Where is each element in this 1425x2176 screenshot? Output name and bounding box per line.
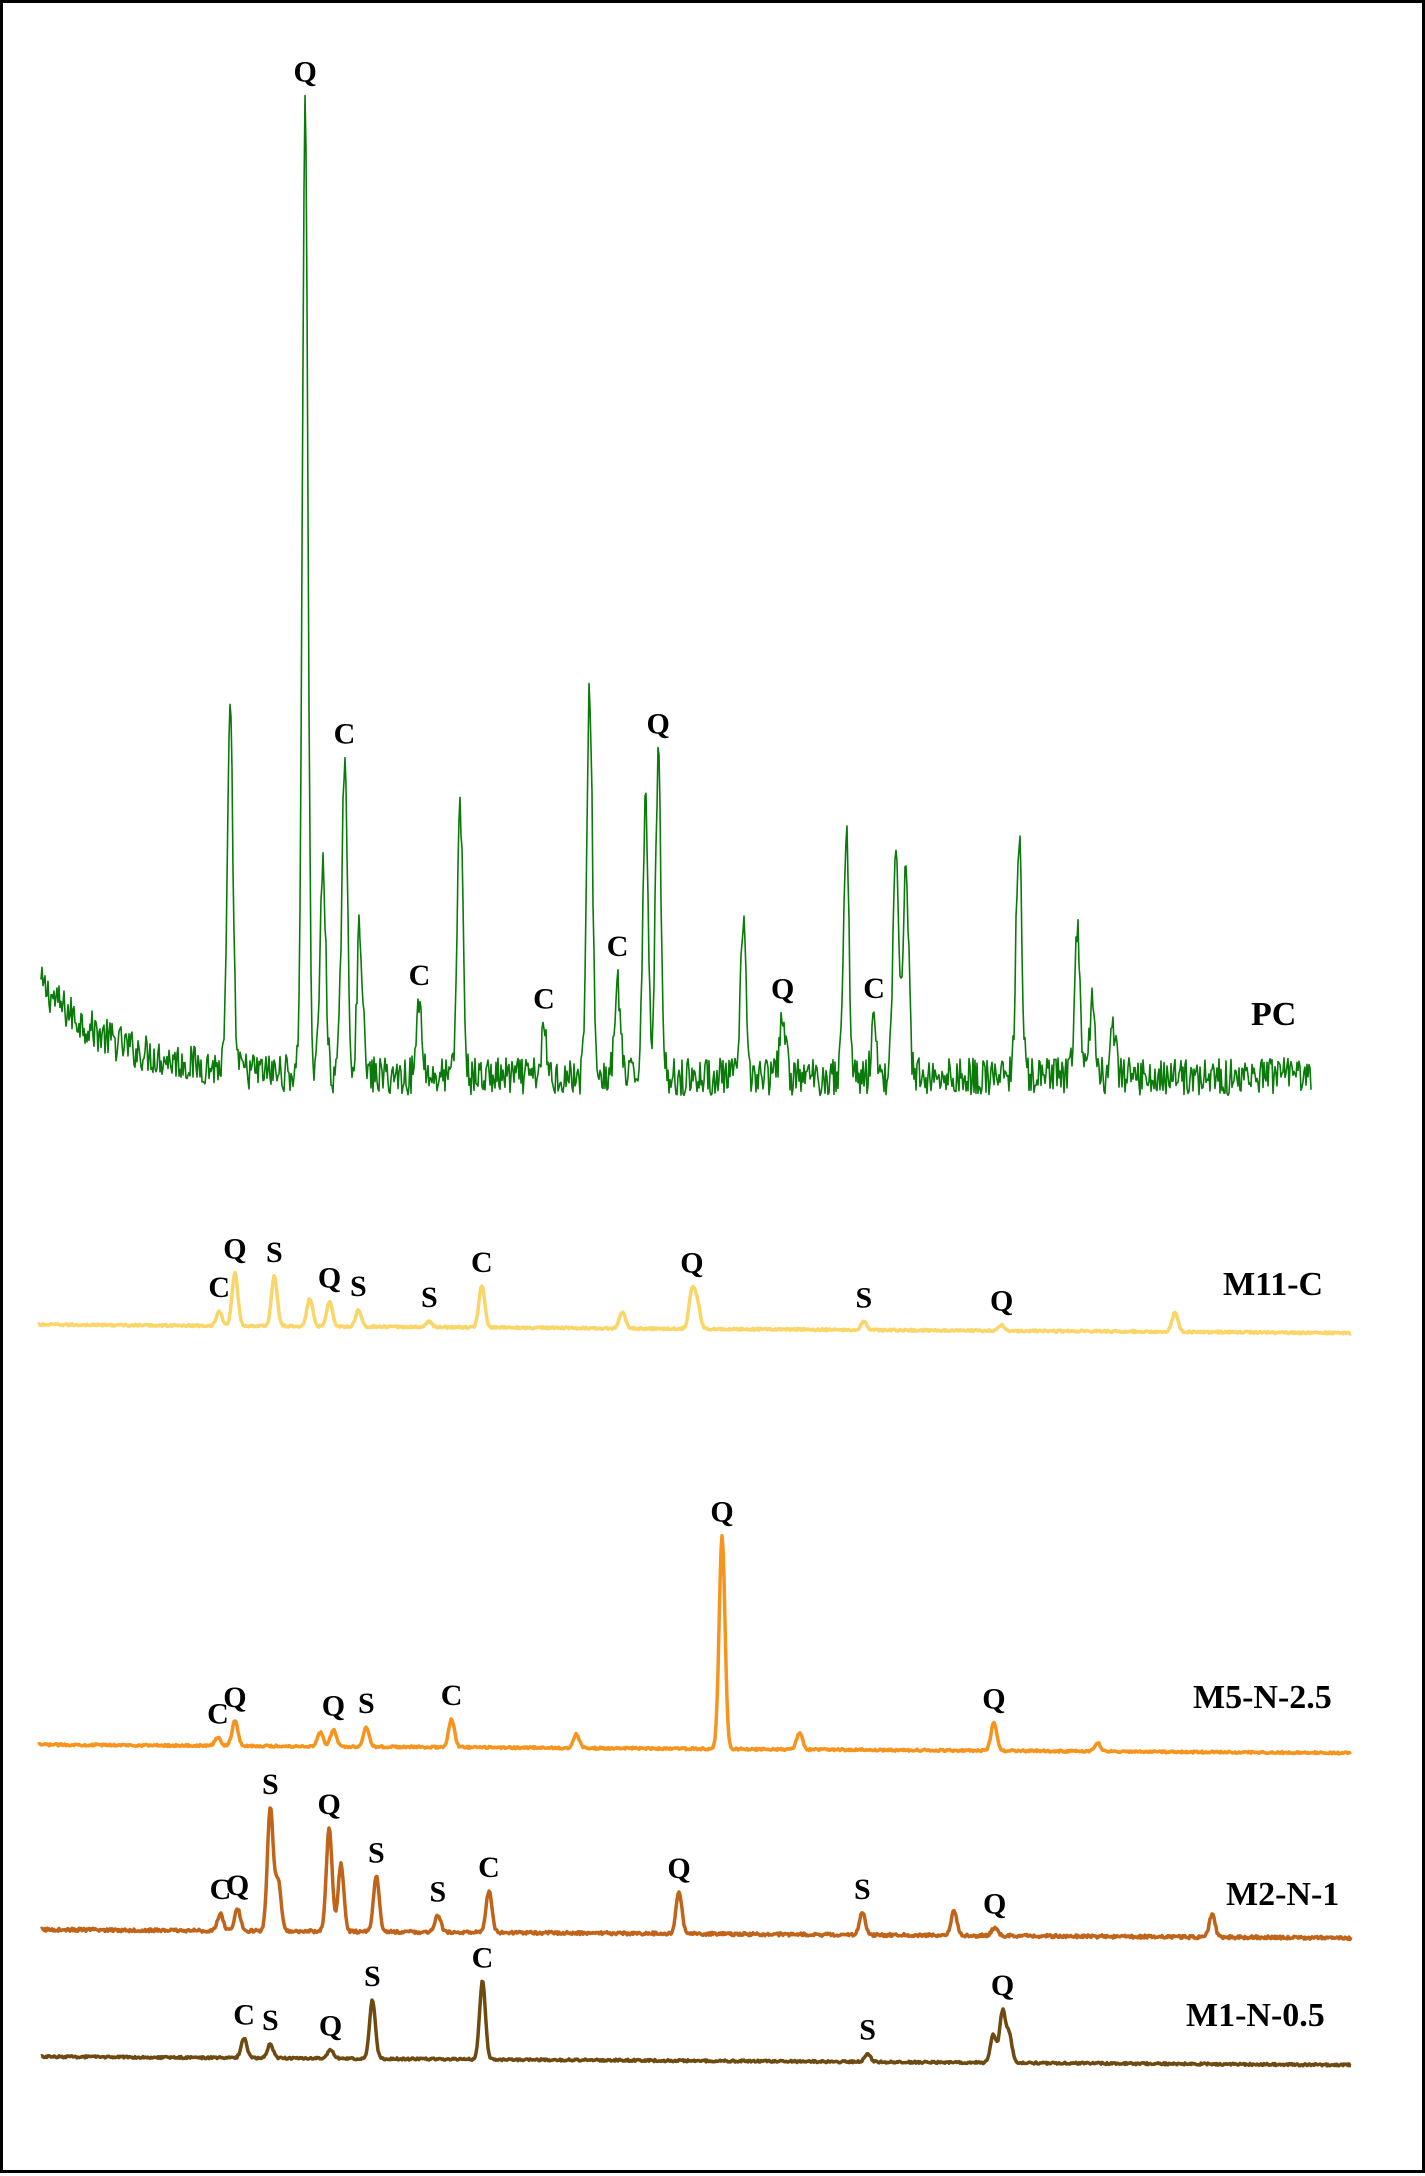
peak-label: Q [771, 973, 794, 1006]
peak-label: S [368, 1837, 385, 1870]
peak-label: Q [318, 1788, 341, 1821]
series-m5-n-2-5: CQ Q S CQQ M5-N-2.5 [37, 1496, 1352, 1756]
series-label: M2-N-1 [1226, 1876, 1339, 1913]
peak-label: Q [982, 1683, 1005, 1716]
peak-label: C [441, 1679, 463, 1712]
peak-label: C [478, 1851, 500, 1884]
peak-label: C [863, 972, 885, 1005]
series-label: M11-C [1223, 1266, 1323, 1303]
peak-label: Q [223, 1681, 246, 1714]
peak-label: C [334, 718, 356, 751]
peak-label: Q [990, 1285, 1013, 1318]
series-m11-c: CQ SQ S SC QS Q M11-C [37, 1232, 1352, 1336]
peak-label: Q [680, 1247, 703, 1280]
peak-label: C [210, 1873, 232, 1906]
series-label: PC [1251, 996, 1296, 1033]
trace-line [40, 1979, 1352, 2068]
peak-label: C [208, 1271, 230, 1304]
peak-label: Q [710, 1496, 733, 1529]
peak-label: S [358, 1687, 375, 1720]
peak-label: Q [318, 1262, 341, 1295]
peak-label: C [409, 959, 431, 992]
peak-label: S [854, 1873, 871, 1906]
peak-label: S [262, 2004, 279, 2037]
peak-label: S [421, 1281, 438, 1314]
peak-label: S [350, 1270, 367, 1303]
peak-label: C [607, 930, 629, 963]
peak-label: S [430, 1875, 447, 1908]
peak-label: C [233, 1999, 255, 2032]
trace-line [37, 1533, 1352, 1756]
series-pc: Q C C C C Q Q C PC [40, 56, 1312, 1097]
peak-label: Q [991, 1969, 1014, 2002]
peak-label: Q [319, 2010, 342, 2043]
peak-label: Q [223, 1232, 246, 1265]
peak-label: S [266, 1236, 283, 1269]
trace-line [39, 1806, 1353, 1942]
peak-label: S [856, 1281, 873, 1314]
peak-label: S [262, 1768, 279, 1801]
peak-label: S [859, 2014, 876, 2047]
peak-label: C [472, 1941, 494, 1974]
peak-label: Q [667, 1852, 690, 1885]
trace-line [40, 94, 1312, 1097]
peak-label: Q [226, 1869, 249, 1902]
peak-label: Q [322, 1690, 345, 1723]
peak-label: S [364, 1960, 381, 1993]
peak-label: C [471, 1246, 493, 1279]
trace-line [37, 1270, 1352, 1336]
peak-label: C [207, 1698, 229, 1731]
peak-label: C [533, 982, 555, 1015]
series-label: M5-N-2.5 [1193, 1679, 1332, 1716]
peak-label: Q [983, 1887, 1006, 1920]
peak-label: Q [647, 708, 670, 741]
series-label: M1-N-0.5 [1186, 1997, 1325, 2034]
peak-label: Q [294, 56, 317, 89]
